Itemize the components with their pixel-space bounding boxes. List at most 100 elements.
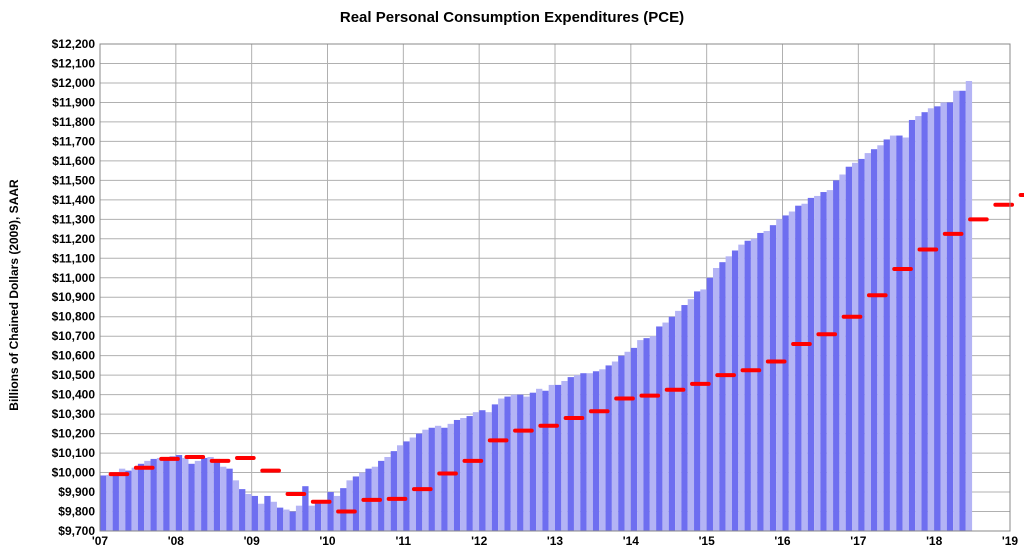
x-tick-label: '19 — [1002, 534, 1019, 548]
bar — [889, 135, 897, 531]
bar — [194, 460, 202, 531]
bar — [902, 137, 909, 531]
x-tick-label: '11 — [396, 534, 412, 548]
bar — [131, 467, 138, 531]
bar — [896, 135, 903, 531]
bar — [434, 425, 442, 531]
bar — [295, 505, 303, 531]
bar — [561, 381, 568, 531]
bar — [479, 410, 486, 531]
bar — [858, 158, 865, 531]
bar — [441, 427, 448, 531]
bar — [877, 145, 884, 531]
bar — [289, 511, 296, 531]
bar — [276, 507, 284, 531]
y-tick-label: $12,000 — [52, 76, 96, 90]
bar — [782, 215, 789, 531]
annual-average-marker — [209, 458, 231, 463]
bar — [182, 457, 189, 531]
annual-average-marker — [917, 247, 939, 252]
bar — [428, 427, 435, 531]
bar — [725, 256, 732, 531]
bar — [687, 299, 695, 531]
bar — [384, 456, 391, 531]
annual-average-marker — [361, 497, 383, 502]
y-tick-label: $11,100 — [52, 251, 95, 265]
bar — [706, 277, 713, 531]
y-tick-label: $11,400 — [52, 193, 95, 207]
bar — [795, 205, 802, 531]
bar — [302, 486, 309, 531]
bar — [807, 197, 815, 531]
bar — [637, 340, 644, 531]
y-tick-labels: $9,700 $9,800 $9,900 $10,000 $10,100 $10,200 $… — [52, 37, 96, 538]
bar — [125, 470, 132, 531]
annual-average-marker — [538, 423, 559, 428]
x-tick-label: '16 — [774, 534, 791, 548]
bar — [466, 416, 473, 531]
bar — [719, 262, 726, 531]
bar — [643, 338, 650, 531]
bar — [137, 463, 145, 531]
x-tick-label: '14 — [623, 534, 640, 548]
y-tick-label: $12,200 — [52, 37, 96, 51]
bar — [883, 139, 890, 531]
bar — [491, 404, 499, 531]
bar — [207, 456, 214, 531]
bar — [485, 412, 492, 531]
bar — [694, 291, 701, 531]
annual-average-marker — [1018, 192, 1024, 197]
bar — [908, 119, 916, 532]
bar — [378, 460, 385, 531]
bar — [422, 429, 429, 531]
bar — [738, 244, 745, 532]
bar — [959, 90, 966, 531]
annual-average-marker — [690, 381, 711, 386]
y-tick-label: $12,100 — [52, 56, 96, 70]
bar — [946, 102, 954, 531]
x-tick-label: '18 — [926, 534, 943, 548]
y-tick-label: $9,900 — [58, 485, 95, 499]
bar — [744, 240, 751, 532]
bar — [390, 451, 398, 531]
bar — [213, 458, 221, 531]
annual-average-marker — [740, 368, 762, 373]
annual-average-marker — [184, 454, 206, 459]
bar — [106, 474, 113, 531]
bar — [118, 468, 126, 531]
y-tick-label: $11,600 — [52, 154, 95, 168]
bar — [586, 373, 593, 531]
bar — [826, 190, 834, 531]
bar — [953, 90, 960, 531]
y-tick-label: $11,000 — [52, 271, 95, 285]
bar — [403, 441, 410, 531]
bar — [820, 192, 827, 531]
bar — [605, 365, 612, 531]
bar — [548, 384, 555, 531]
annual-average-marker — [968, 217, 989, 222]
annual-average-marker — [411, 487, 433, 492]
annual-average-marker — [437, 471, 458, 476]
bar — [839, 174, 846, 532]
annual-average-marker — [639, 393, 661, 398]
bar — [915, 116, 922, 532]
bar — [321, 501, 328, 531]
bar — [662, 322, 669, 531]
bar — [845, 166, 853, 531]
y-tick-label: $10,500 — [52, 368, 96, 382]
bar — [517, 394, 524, 531]
bar — [555, 384, 562, 531]
y-tick-label: $11,900 — [52, 95, 95, 109]
x-tick-label: '08 — [168, 534, 185, 548]
annual-average-marker — [462, 458, 484, 463]
bar — [763, 231, 770, 531]
annual-average-marker — [588, 409, 610, 414]
y-tick-label: $10,800 — [52, 310, 96, 324]
bar — [453, 419, 461, 531]
bar — [630, 347, 638, 531]
bar — [769, 225, 777, 531]
bar — [156, 457, 164, 531]
annual-average-marker — [336, 509, 357, 514]
annual-average-marker — [993, 202, 1014, 207]
